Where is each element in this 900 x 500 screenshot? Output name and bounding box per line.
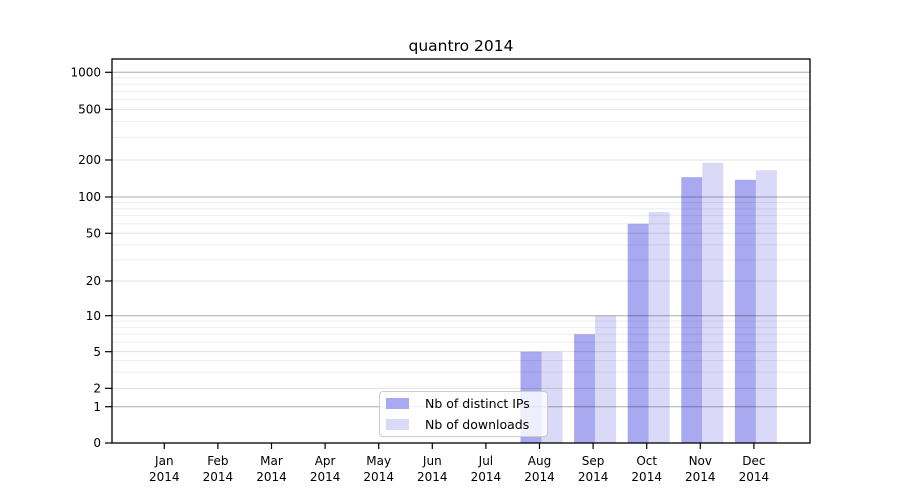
x-tick-year-oct: 2014: [631, 470, 662, 484]
bar-distinct-ips-nov: [681, 177, 703, 444]
x-tick-label-jun: Jun: [422, 454, 442, 468]
y-tick-label-1000: 1000: [70, 65, 101, 79]
bar-distinct-ips-oct: [627, 223, 649, 443]
x-tick-label-apr: Apr: [315, 454, 336, 468]
y-tick-label-20: 20: [86, 274, 101, 288]
x-tick-year-dec: 2014: [739, 470, 770, 484]
bar-downloads-oct: [648, 212, 670, 443]
x-tick-year-jun: 2014: [417, 470, 448, 484]
x-tick-year-jul: 2014: [471, 470, 502, 484]
chart-title: quantro 2014: [408, 37, 514, 55]
y-tick-label-10: 10: [86, 309, 101, 323]
x-tick-label-jan: Jan: [154, 454, 174, 468]
x-tick-label-may: May: [366, 454, 391, 468]
legend-swatch-distinct-ips: [386, 398, 409, 409]
x-tick-year-feb: 2014: [203, 470, 234, 484]
legend-item-downloads: Nb of downloads: [386, 415, 541, 434]
x-tick-year-may: 2014: [363, 470, 394, 484]
y-tick-label-100: 100: [78, 190, 101, 204]
bar-downloads-nov: [702, 162, 724, 443]
x-tick-year-sep: 2014: [578, 470, 609, 484]
bar-distinct-ips-dec: [734, 179, 756, 443]
x-tick-year-apr: 2014: [310, 470, 341, 484]
y-tick-label-2: 2: [93, 382, 101, 396]
x-tick-year-aug: 2014: [524, 470, 555, 484]
legend: Nb of distinct IPs Nb of downloads: [379, 391, 548, 437]
x-tick-year-jan: 2014: [149, 470, 180, 484]
y-tick-label-0: 0: [93, 436, 101, 450]
x-tick-label-aug: Aug: [528, 454, 551, 468]
bar-downloads-dec: [755, 170, 777, 444]
x-tick-year-mar: 2014: [256, 470, 287, 484]
y-tick-label-5: 5: [93, 345, 101, 359]
legend-item-distinct-ips: Nb of distinct IPs: [386, 394, 541, 413]
y-tick-label-50: 50: [86, 226, 101, 240]
legend-swatch-downloads: [386, 419, 409, 430]
legend-label-distinct-ips: Nb of distinct IPs: [425, 396, 530, 411]
x-tick-year-nov: 2014: [685, 470, 716, 484]
x-tick-label-jul: Jul: [478, 454, 493, 468]
x-tick-label-dec: Dec: [742, 454, 765, 468]
x-tick-label-feb: Feb: [207, 454, 228, 468]
y-tick-label-200: 200: [78, 153, 101, 167]
x-tick-label-nov: Nov: [689, 454, 712, 468]
bar-distinct-ips-sep: [574, 334, 596, 443]
axis-frame: [111, 58, 811, 444]
y-tick-label-500: 500: [78, 103, 101, 117]
x-tick-label-mar: Mar: [260, 454, 283, 468]
bar-downloads-sep: [595, 315, 617, 443]
x-tick-label-sep: Sep: [582, 454, 605, 468]
legend-label-downloads: Nb of downloads: [425, 417, 530, 432]
y-tick-label-1: 1: [93, 400, 101, 414]
x-tick-label-oct: Oct: [636, 454, 657, 468]
